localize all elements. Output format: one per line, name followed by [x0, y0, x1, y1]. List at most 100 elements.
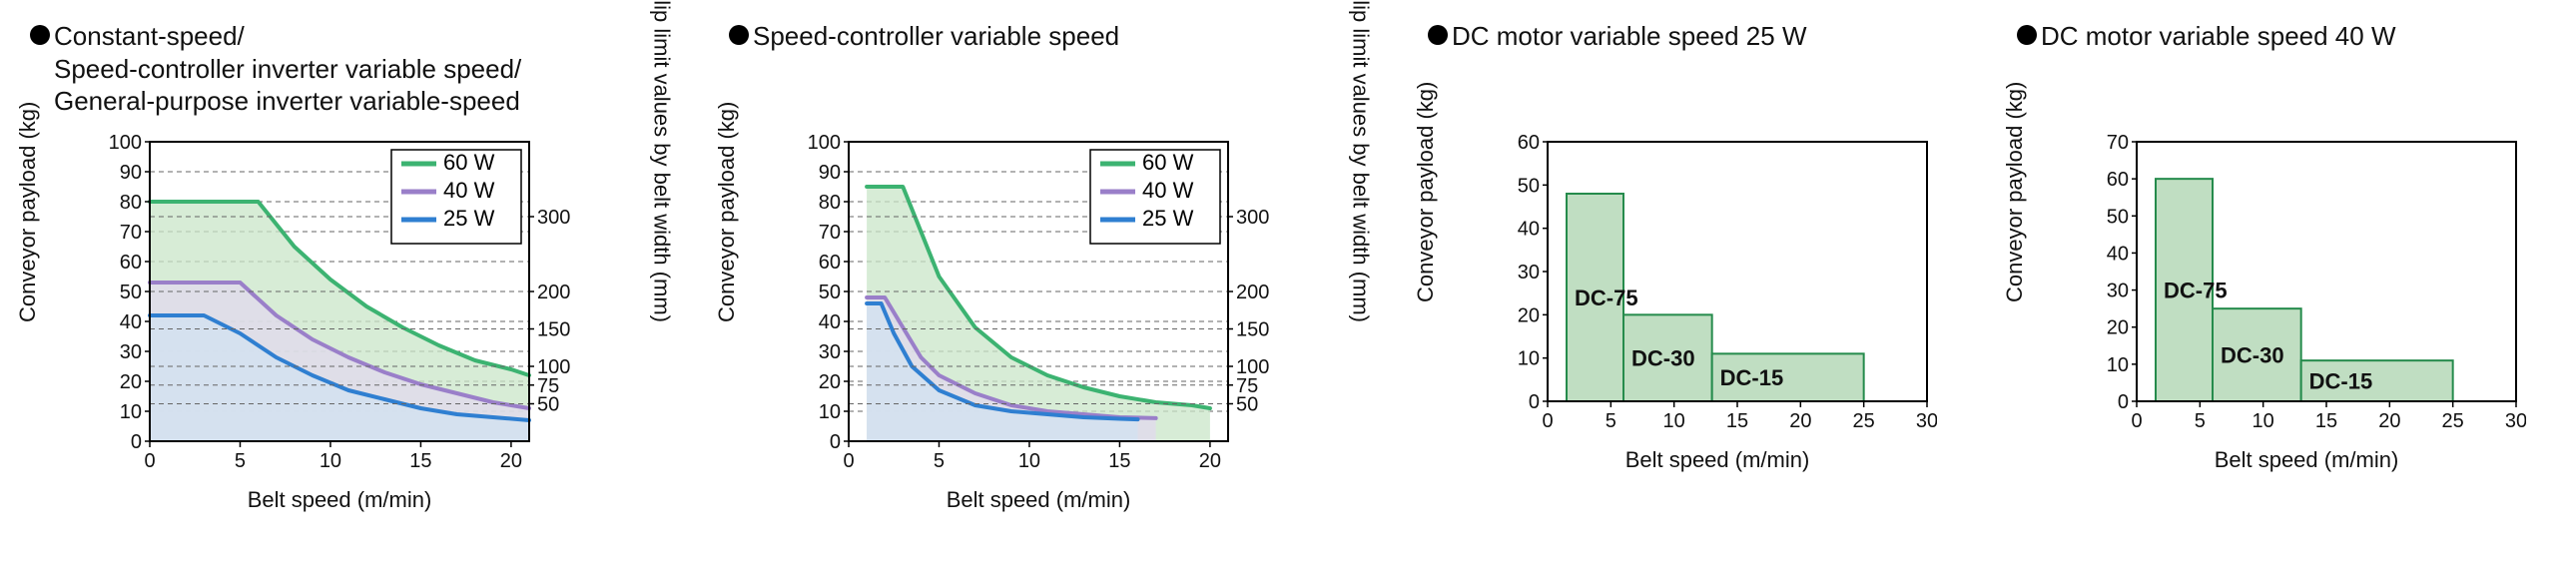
svg-text:40 W: 40 W: [443, 178, 495, 203]
svg-text:DC-15: DC-15: [1720, 365, 1784, 390]
panel-constant-speed: Constant-speed/Speed-controller inverter…: [30, 20, 659, 513]
panel-c-title-text: DC motor variable speed 25 W: [1452, 20, 1806, 53]
svg-text:40: 40: [2107, 243, 2129, 265]
svg-text:20: 20: [500, 450, 522, 472]
svg-text:DC-15: DC-15: [2309, 369, 2373, 394]
svg-text:15: 15: [1726, 410, 1748, 432]
svg-text:20: 20: [1789, 410, 1811, 432]
chart-row: Constant-speed/Speed-controller inverter…: [30, 20, 2546, 513]
svg-text:40: 40: [1518, 219, 1540, 241]
svg-text:DC-75: DC-75: [1575, 286, 1638, 310]
panel-a-svg: 0102030405060708090100507510015020030005…: [100, 132, 579, 481]
svg-text:50: 50: [2107, 206, 2129, 228]
svg-text:200: 200: [1236, 282, 1269, 303]
panel-c-ylabel: Conveyor payload (kg): [1413, 82, 1439, 302]
panel-a-ylabel: Conveyor payload (kg): [15, 102, 41, 322]
svg-text:60 W: 60 W: [1142, 150, 1194, 175]
svg-text:0: 0: [131, 431, 142, 453]
svg-text:60 W: 60 W: [443, 150, 495, 175]
svg-text:50: 50: [1236, 394, 1258, 416]
panel-a-xlabel: Belt speed (m/min): [100, 487, 579, 513]
svg-text:15: 15: [1108, 450, 1130, 472]
svg-text:DC-30: DC-30: [2221, 343, 2284, 368]
svg-text:0: 0: [144, 450, 155, 472]
panel-b-xlabel: Belt speed (m/min): [799, 487, 1278, 513]
svg-text:15: 15: [409, 450, 431, 472]
panel-b-title-text: Speed-controller variable speed: [753, 20, 1119, 53]
svg-text:10: 10: [819, 401, 841, 423]
panel-d-svg: DC-75DC-30DC-150102030405060700510152025…: [2087, 132, 2526, 441]
svg-text:10: 10: [1518, 348, 1540, 370]
svg-text:60: 60: [819, 252, 841, 274]
svg-text:30: 30: [2505, 410, 2526, 432]
panel-c-xlabel: Belt speed (m/min): [1498, 447, 1937, 473]
svg-text:75: 75: [537, 375, 559, 397]
svg-text:5: 5: [2195, 410, 2206, 432]
svg-text:20: 20: [1518, 304, 1540, 326]
svg-text:40: 40: [120, 311, 142, 333]
svg-text:80: 80: [819, 192, 841, 214]
svg-text:300: 300: [1236, 207, 1269, 229]
svg-text:60: 60: [120, 252, 142, 274]
svg-text:10: 10: [1018, 450, 1040, 472]
panel-b-title: Speed-controller variable speed: [729, 20, 1358, 120]
svg-text:30: 30: [1518, 262, 1540, 284]
panel-a-title: Constant-speed/Speed-controller inverter…: [30, 20, 659, 120]
svg-text:50: 50: [537, 394, 559, 416]
svg-text:90: 90: [819, 162, 841, 184]
svg-text:5: 5: [1606, 410, 1616, 432]
svg-text:5: 5: [235, 450, 246, 472]
panel-d-chart: Conveyor payload (kg) DC-75DC-30DC-15010…: [2017, 132, 2536, 473]
panel-dc-25w: DC motor variable speed 25 W Conveyor pa…: [1428, 20, 1947, 473]
panel-d-xlabel: Belt speed (m/min): [2087, 447, 2526, 473]
bullet-icon: [729, 25, 749, 45]
svg-text:300: 300: [537, 207, 570, 229]
svg-text:100: 100: [537, 356, 570, 378]
svg-text:10: 10: [2253, 410, 2274, 432]
svg-text:25 W: 25 W: [1142, 206, 1194, 231]
panel-a-title-text: Constant-speed/Speed-controller inverter…: [54, 20, 521, 118]
svg-text:10: 10: [120, 401, 142, 423]
svg-text:20: 20: [819, 371, 841, 393]
svg-text:30: 30: [120, 341, 142, 363]
svg-text:75: 75: [1236, 375, 1258, 397]
svg-text:20: 20: [2107, 317, 2129, 339]
svg-text:10: 10: [2107, 354, 2129, 376]
svg-text:20: 20: [1199, 450, 1221, 472]
panel-c-chart: Conveyor payload (kg) DC-75DC-30DC-15010…: [1428, 132, 1947, 473]
svg-text:0: 0: [2118, 391, 2129, 413]
svg-text:15: 15: [2315, 410, 2337, 432]
panel-a-y2label: Slip limit values by belt width (mm): [648, 0, 674, 322]
svg-text:70: 70: [819, 222, 841, 244]
svg-text:0: 0: [843, 450, 854, 472]
svg-text:25: 25: [2442, 410, 2464, 432]
svg-text:200: 200: [537, 282, 570, 303]
svg-text:5: 5: [934, 450, 945, 472]
svg-text:100: 100: [808, 132, 841, 154]
panel-c-svg: DC-75DC-30DC-150102030405060051015202530: [1498, 132, 1937, 441]
svg-text:70: 70: [120, 222, 142, 244]
svg-text:150: 150: [1236, 319, 1269, 341]
svg-text:0: 0: [1542, 410, 1553, 432]
svg-text:50: 50: [120, 282, 142, 303]
svg-text:100: 100: [109, 132, 142, 154]
svg-text:20: 20: [120, 371, 142, 393]
svg-text:90: 90: [120, 162, 142, 184]
svg-text:40 W: 40 W: [1142, 178, 1194, 203]
svg-text:50: 50: [1518, 175, 1540, 197]
svg-text:25: 25: [1853, 410, 1875, 432]
svg-text:60: 60: [2107, 169, 2129, 191]
svg-text:10: 10: [320, 450, 341, 472]
svg-text:40: 40: [819, 311, 841, 333]
svg-text:0: 0: [1529, 391, 1540, 413]
panel-b-chart: Conveyor payload (kg) Slip limit values …: [729, 132, 1358, 513]
svg-text:70: 70: [2107, 132, 2129, 154]
panel-c-title: DC motor variable speed 25 W: [1428, 20, 1947, 120]
bullet-icon: [1428, 25, 1448, 45]
svg-text:30: 30: [819, 341, 841, 363]
svg-text:25 W: 25 W: [443, 206, 495, 231]
bullet-icon: [2017, 25, 2037, 45]
svg-text:100: 100: [1236, 356, 1269, 378]
panel-d-title-text: DC motor variable speed 40 W: [2041, 20, 2395, 53]
svg-text:150: 150: [537, 319, 570, 341]
